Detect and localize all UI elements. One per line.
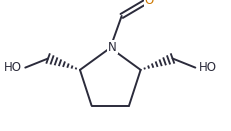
Text: HO: HO [4,61,22,74]
Text: HO: HO [198,61,216,74]
Text: N: N [108,41,116,54]
Text: O: O [144,0,153,7]
